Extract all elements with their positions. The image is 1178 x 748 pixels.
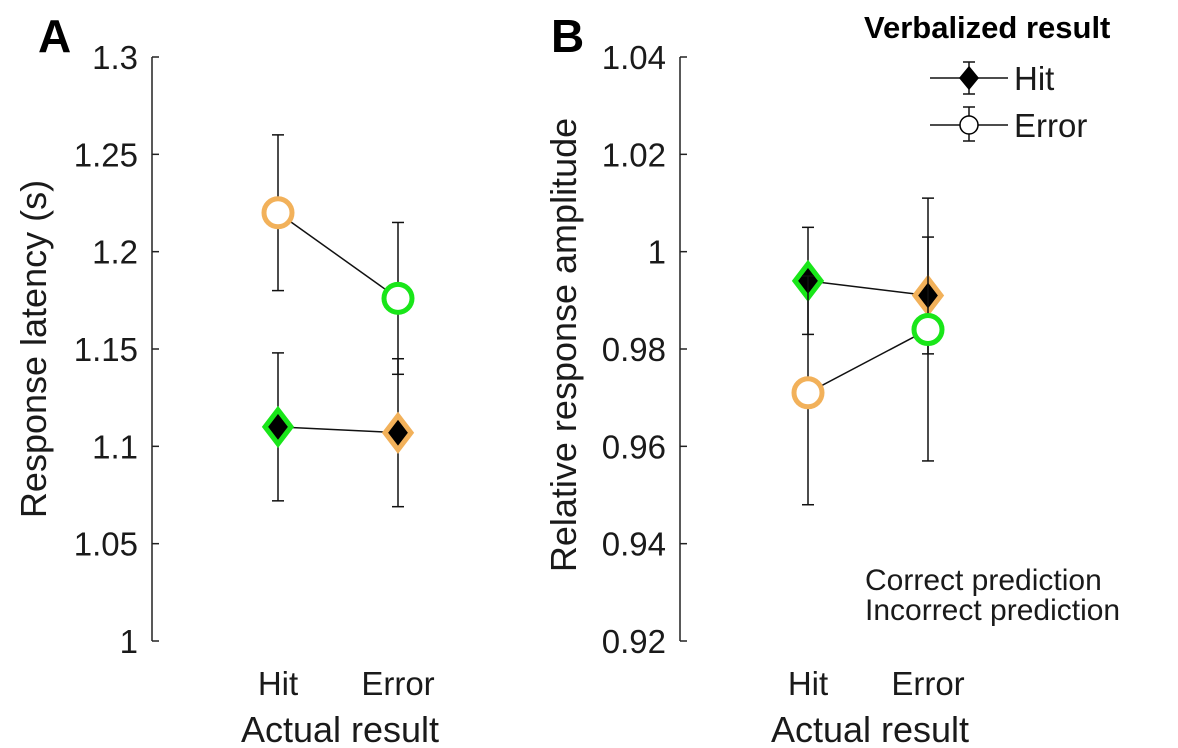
y-tick-label: 1.04: [602, 39, 666, 76]
correct-prediction-note: Correct prediction: [865, 564, 1102, 597]
panel-b-y-label: Relative response amplitude: [543, 118, 584, 572]
y-tick-label: 1.05: [74, 526, 138, 563]
data-point-circle: [381, 281, 415, 315]
y-tick-label: 1: [648, 234, 666, 271]
panel-a-letter: A: [38, 10, 71, 62]
panel-b-x-ticks: Hit Error: [788, 665, 965, 702]
x-tick-label: Error: [891, 665, 964, 702]
panel-b-x-label: Actual result: [771, 709, 969, 748]
series-line: [807, 280, 929, 297]
y-tick-label: 1.15: [74, 331, 138, 368]
legend-error-label: Error: [1014, 107, 1087, 144]
legend-hit-label: Hit: [1014, 60, 1054, 97]
y-tick-label: 0.94: [602, 526, 666, 563]
x-tick-label: Hit: [788, 665, 828, 702]
data-point-circle: [791, 376, 825, 410]
incorrect-prediction-note: Incorrect prediction: [865, 594, 1120, 627]
panel-a-y-label: Response latency (s): [13, 180, 54, 518]
data-point-circle: [261, 196, 295, 230]
legend-hit-diamond-icon: [959, 65, 979, 91]
panel-b-data: [791, 197, 945, 506]
legend: Verbalized result Hit Error: [864, 10, 1110, 144]
data-point-circle: [911, 313, 945, 347]
panel-a: A 1 1.05 1.1 1.15 1.2 1.25 1.3 Hit Error Actual…: [13, 10, 439, 748]
x-tick-label: Error: [361, 665, 434, 702]
y-tick-label: 0.92: [602, 623, 666, 660]
series-line: [277, 212, 399, 299]
panel-b-letter: B: [551, 10, 584, 62]
y-tick-label: 1.2: [92, 234, 138, 271]
series-line: [277, 426, 399, 434]
panel-a-x-label: Actual result: [241, 709, 439, 748]
y-tick-label: 0.96: [602, 428, 666, 465]
y-tick-label: 1.25: [74, 136, 138, 173]
y-tick-label: 1.1: [92, 428, 138, 465]
legend-error-circle-icon: [959, 115, 979, 135]
panel-a-data: [261, 134, 415, 508]
y-tick-label: 0.98: [602, 331, 666, 368]
panel-b-y-ticks: 0.92 0.94 0.96 0.98 1 1.02 1.04: [602, 39, 687, 660]
panel-b: B 0.92 0.94 0.96 0.98 1 1.02 1.04 Hit Error Act…: [543, 10, 969, 748]
data-point-diamond: [381, 411, 415, 454]
panel-a-y-ticks: 1 1.05 1.1 1.15 1.2 1.25 1.3: [74, 39, 159, 660]
y-tick-label: 1: [120, 623, 138, 660]
series-line: [807, 328, 929, 394]
y-tick-label: 1.3: [92, 39, 138, 76]
panel-a-x-ticks: Hit Error: [258, 665, 435, 702]
data-point-diamond: [261, 405, 295, 448]
legend-title: Verbalized result: [864, 10, 1110, 45]
y-tick-label: 1.02: [602, 136, 666, 173]
x-tick-label: Hit: [258, 665, 298, 702]
